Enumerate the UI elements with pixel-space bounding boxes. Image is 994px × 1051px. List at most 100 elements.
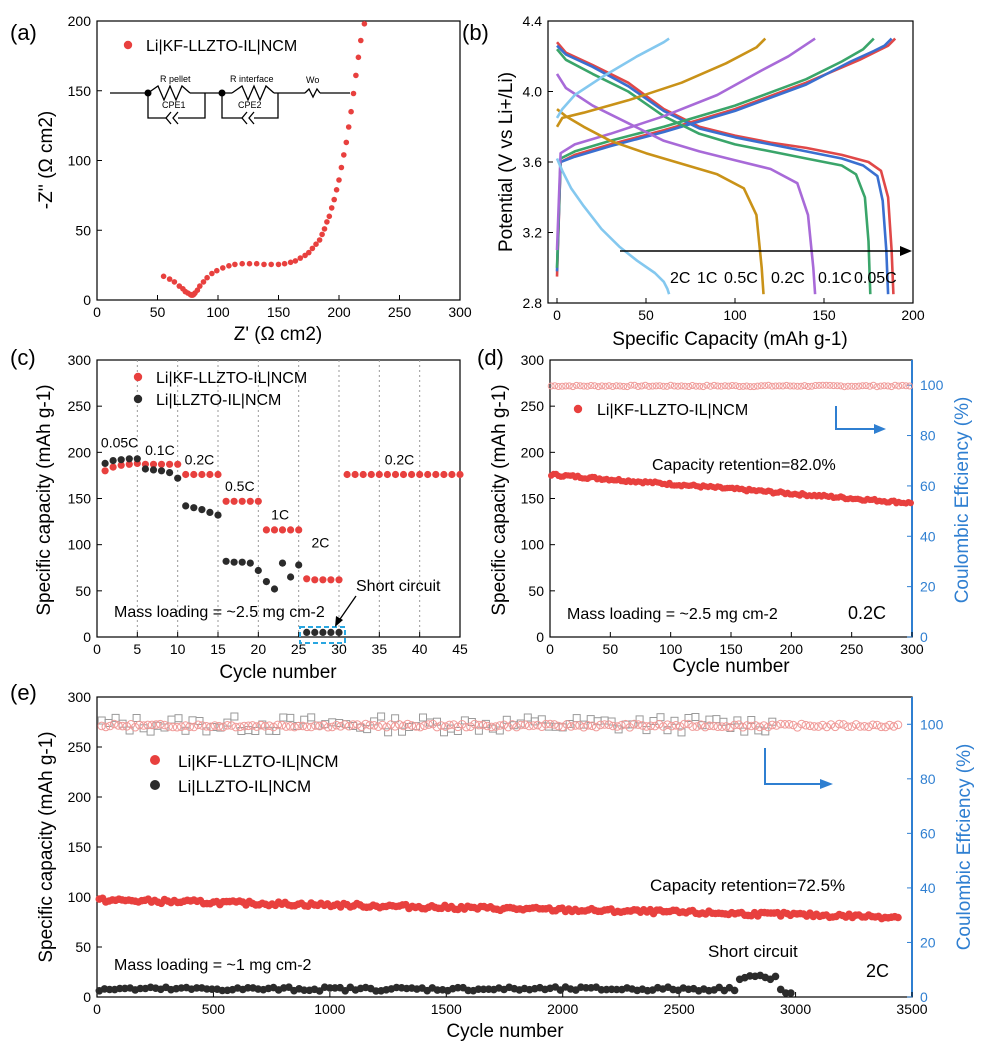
- ce-point: [645, 382, 653, 390]
- data-point: [313, 241, 319, 247]
- ce-point-kf: [122, 722, 132, 731]
- ce-point: [616, 382, 624, 390]
- ce-point-kf: [788, 720, 798, 730]
- y-tick-label: 100: [68, 889, 92, 905]
- y-tick-label: 50: [75, 939, 91, 955]
- ce-point-kf: [709, 721, 718, 731]
- circuit-node: [218, 89, 226, 97]
- ce-point-kf: [407, 721, 417, 730]
- ce-point: [685, 383, 693, 390]
- ce-point: [573, 381, 580, 389]
- charge-curve: [555, 37, 893, 272]
- data-point: [303, 628, 311, 637]
- ce-point-kf: [168, 722, 178, 732]
- data-point: [359, 470, 367, 479]
- ce-point-kf: [218, 722, 228, 732]
- ce-point: [877, 382, 885, 390]
- ce-point-kf: [646, 721, 656, 731]
- ce-point-kf: [864, 722, 874, 732]
- data-point: [125, 460, 133, 468]
- ce-point-kf: [784, 720, 794, 729]
- ce-point: [866, 382, 874, 390]
- ce-point-llzto: [579, 720, 588, 729]
- ce-point: [764, 381, 772, 389]
- ce-point-kf: [550, 720, 559, 729]
- circuit-label-r-interface: R interface: [230, 74, 274, 84]
- ce-point-kf: [311, 721, 320, 730]
- ce-point-kf: [650, 721, 660, 731]
- ce-point-kf: [231, 722, 241, 732]
- y-axis-title: Specific capacity (mAh g-1): [36, 731, 57, 962]
- ce-point-llzto: [391, 714, 400, 723]
- ce-point-kf: [244, 721, 253, 731]
- rate-label: 1C: [271, 507, 289, 523]
- ce-point-kf: [403, 719, 412, 729]
- data-point: [125, 455, 133, 463]
- ce-point: [688, 382, 696, 389]
- data-point: [222, 497, 230, 505]
- data-point: [232, 261, 238, 268]
- ce-point-kf: [235, 722, 245, 732]
- data-point: [174, 460, 182, 468]
- ce-point-kf: [177, 722, 186, 732]
- ce-point-llzto: [377, 712, 386, 721]
- data-point: [261, 261, 267, 268]
- data-point: [239, 260, 245, 267]
- ce-point-kf: [659, 722, 668, 731]
- data-point: [343, 139, 350, 146]
- ce-point-kf: [361, 719, 371, 729]
- axis-ticks: 0 500 1000 1500 2000 2500 3000 3500050100150200…: [68, 689, 944, 1017]
- y2-tick-label: 0: [920, 989, 928, 1005]
- ce-point: [895, 382, 903, 390]
- ce-point-kf: [378, 720, 387, 730]
- ce-point: [707, 382, 714, 390]
- panel-e-long-cycling-2c: 0 500 1000 1500 2000 2500 3000 3500050100150200…: [36, 689, 975, 1042]
- x-tick-label: 150: [812, 307, 836, 323]
- data-point: [348, 108, 354, 115]
- ce-point: [547, 382, 555, 390]
- data-point: [246, 559, 254, 567]
- capacity-point-llzto: [730, 986, 739, 995]
- data-point: [350, 90, 357, 97]
- ce-point-kf: [202, 722, 211, 731]
- ce-point: [659, 382, 667, 390]
- panel-label-a: (a): [10, 20, 37, 45]
- ce-point: [888, 383, 895, 391]
- ce-point: [692, 382, 700, 390]
- data-point: [198, 506, 206, 514]
- cpe1-symbol: [165, 111, 172, 125]
- ce-point: [768, 382, 776, 390]
- ce-point-kf: [277, 720, 287, 730]
- rate-label-0-2c: 0.2C: [771, 270, 805, 287]
- ce-point-kf: [893, 720, 903, 730]
- data-point: [198, 470, 206, 479]
- charge-curve: [555, 37, 875, 268]
- y-tick-label: 100: [68, 153, 92, 169]
- ce-point-llzto: [384, 728, 393, 737]
- ce-point: [580, 382, 588, 390]
- data-point: [345, 124, 352, 130]
- ce-point: [797, 382, 805, 390]
- ce-point-kf: [642, 722, 651, 731]
- data-point: [440, 470, 448, 479]
- data-point: [214, 511, 222, 519]
- ce-point-kf: [441, 722, 450, 731]
- ce-point: [761, 382, 769, 390]
- x-tick-label: 200: [901, 307, 925, 323]
- data-point: [333, 187, 340, 193]
- short-circuit-label: Short circuit: [356, 578, 441, 595]
- ce-point-kf: [453, 722, 463, 732]
- ce-point-llzto: [719, 717, 728, 726]
- short-circuit-arrow: [337, 595, 357, 623]
- data-point: [367, 470, 375, 479]
- x-tick-label: 20: [251, 641, 267, 657]
- ce-point-kf: [768, 720, 777, 730]
- rate-label: 0.1C: [145, 442, 175, 458]
- ce-point-kf: [763, 722, 773, 732]
- legend-label: Li|KF-LLZTO-IL|NCM: [597, 402, 748, 419]
- ce-point-kf: [860, 722, 869, 731]
- data-point: [297, 255, 304, 261]
- ce-point-kf: [717, 722, 727, 732]
- x-tick-label: 150: [267, 304, 291, 320]
- ce-point: [605, 382, 613, 390]
